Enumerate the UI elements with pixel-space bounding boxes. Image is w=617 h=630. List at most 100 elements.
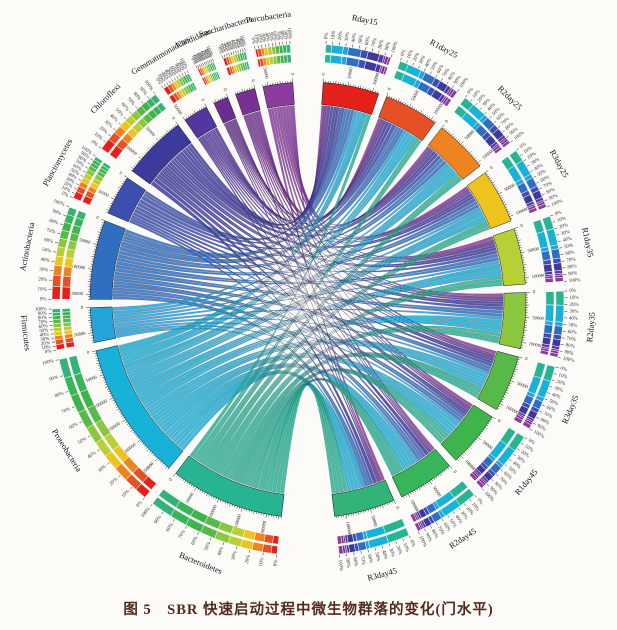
axis-tick bbox=[196, 110, 198, 113]
axis-tick bbox=[166, 130, 169, 133]
percent-label: 20% bbox=[158, 72, 167, 82]
ribbon bbox=[116, 204, 480, 276]
percent-tick bbox=[230, 52, 233, 56]
percent-tick bbox=[533, 175, 537, 178]
axis-tick bbox=[249, 87, 251, 90]
percent-label: 80% bbox=[174, 63, 183, 73]
percent-label: 30% bbox=[231, 551, 238, 561]
scale-label: 100000 bbox=[345, 521, 352, 536]
percent-label: 40% bbox=[380, 550, 387, 560]
percent-label: 90% bbox=[79, 151, 89, 160]
composition-ring-outer bbox=[541, 215, 564, 283]
axis-tick bbox=[123, 175, 128, 179]
percent-label: 80% bbox=[54, 391, 64, 399]
percent-label: 60% bbox=[43, 238, 53, 245]
percent-label: 50% bbox=[42, 248, 52, 255]
percent-tick bbox=[556, 234, 560, 236]
percent-label: 20% bbox=[465, 506, 475, 516]
axis-tick bbox=[100, 372, 103, 374]
axis-tick bbox=[475, 159, 478, 162]
percent-label: 30% bbox=[419, 55, 427, 65]
ribbon bbox=[200, 175, 461, 465]
percent-tick bbox=[176, 76, 179, 79]
axis-tick bbox=[130, 429, 134, 432]
ribbon bbox=[151, 343, 484, 420]
percent-label: 0% bbox=[519, 142, 527, 150]
axis-tick bbox=[427, 482, 429, 485]
percent-label: 100% bbox=[551, 199, 564, 208]
percent-tick bbox=[504, 464, 508, 467]
composition-ring-inner bbox=[109, 102, 167, 160]
ribbon bbox=[114, 268, 503, 314]
axis-tick bbox=[487, 175, 490, 178]
sector-arc bbox=[427, 127, 481, 180]
composition-ring-inner bbox=[61, 210, 87, 300]
percent-label: 40% bbox=[108, 114, 118, 124]
percent-tick bbox=[429, 71, 432, 75]
percent-label: 0% bbox=[154, 78, 162, 86]
scale-label: 0 bbox=[520, 223, 524, 229]
percent-label: 60% bbox=[199, 50, 207, 60]
percent-label: 90% bbox=[38, 312, 47, 317]
axis-tick bbox=[208, 494, 210, 497]
percent-label: 20% bbox=[192, 53, 200, 63]
ribbon bbox=[113, 284, 463, 423]
scale-label: 50000 bbox=[464, 129, 476, 141]
percent-tick bbox=[408, 535, 411, 539]
axis-tick bbox=[470, 444, 473, 447]
axis-tick bbox=[455, 137, 457, 140]
percent-tick bbox=[75, 183, 79, 186]
scale-label: 150000 bbox=[233, 513, 242, 528]
axis-tick bbox=[224, 96, 226, 99]
axis-tick bbox=[143, 445, 146, 447]
sector-label: R2day35 bbox=[585, 312, 597, 343]
composition-ring-outer bbox=[101, 94, 161, 154]
axis-tick bbox=[505, 206, 508, 208]
ribbon bbox=[156, 175, 468, 415]
axis-tick bbox=[434, 121, 437, 123]
percent-tick bbox=[423, 68, 426, 72]
scale-label: 50000 bbox=[184, 491, 195, 504]
axis-tick bbox=[491, 181, 495, 184]
ring-segment bbox=[522, 420, 532, 430]
axis-tick bbox=[203, 106, 205, 109]
axis-tick bbox=[517, 239, 521, 241]
axis-tick bbox=[155, 141, 158, 143]
percent-tick bbox=[561, 337, 565, 339]
axis-tick bbox=[116, 191, 119, 193]
percent-tick bbox=[457, 88, 460, 92]
sector-label: R1day35 bbox=[580, 227, 595, 258]
ring-segment bbox=[68, 355, 82, 376]
ring-segment bbox=[62, 275, 72, 288]
scale-label: 0 bbox=[395, 506, 401, 511]
ribbon bbox=[133, 263, 501, 390]
axis-tick bbox=[477, 437, 481, 440]
ring-segment bbox=[286, 54, 292, 64]
percent-label: 20% bbox=[245, 554, 252, 564]
ribbon bbox=[203, 133, 504, 302]
percent-label: 60% bbox=[120, 102, 130, 112]
ring-segment bbox=[545, 228, 559, 247]
ribbon bbox=[203, 178, 462, 467]
percent-label: 10% bbox=[37, 287, 46, 292]
percent-label: 10% bbox=[93, 132, 103, 142]
percent-tick bbox=[474, 494, 477, 498]
percent-label: 50% bbox=[568, 323, 578, 329]
composition-ring-inner bbox=[225, 61, 251, 76]
percent-tick bbox=[553, 373, 557, 375]
sector-arc bbox=[175, 455, 285, 517]
percent-tick bbox=[470, 98, 473, 102]
sector-label: Proteobacteria bbox=[50, 428, 83, 474]
axis-tick bbox=[204, 103, 207, 108]
scale-label: 0 bbox=[290, 73, 295, 76]
percent-tick bbox=[378, 50, 380, 54]
ring-segment bbox=[51, 285, 61, 300]
axis-tick bbox=[102, 376, 105, 379]
ribbon bbox=[172, 157, 473, 248]
axis-tick bbox=[161, 135, 163, 138]
axis-tick bbox=[215, 497, 217, 500]
ring-segment bbox=[211, 61, 218, 71]
percent-label: 70% bbox=[359, 556, 366, 566]
ribbon bbox=[118, 112, 365, 352]
percent-tick bbox=[529, 428, 533, 431]
